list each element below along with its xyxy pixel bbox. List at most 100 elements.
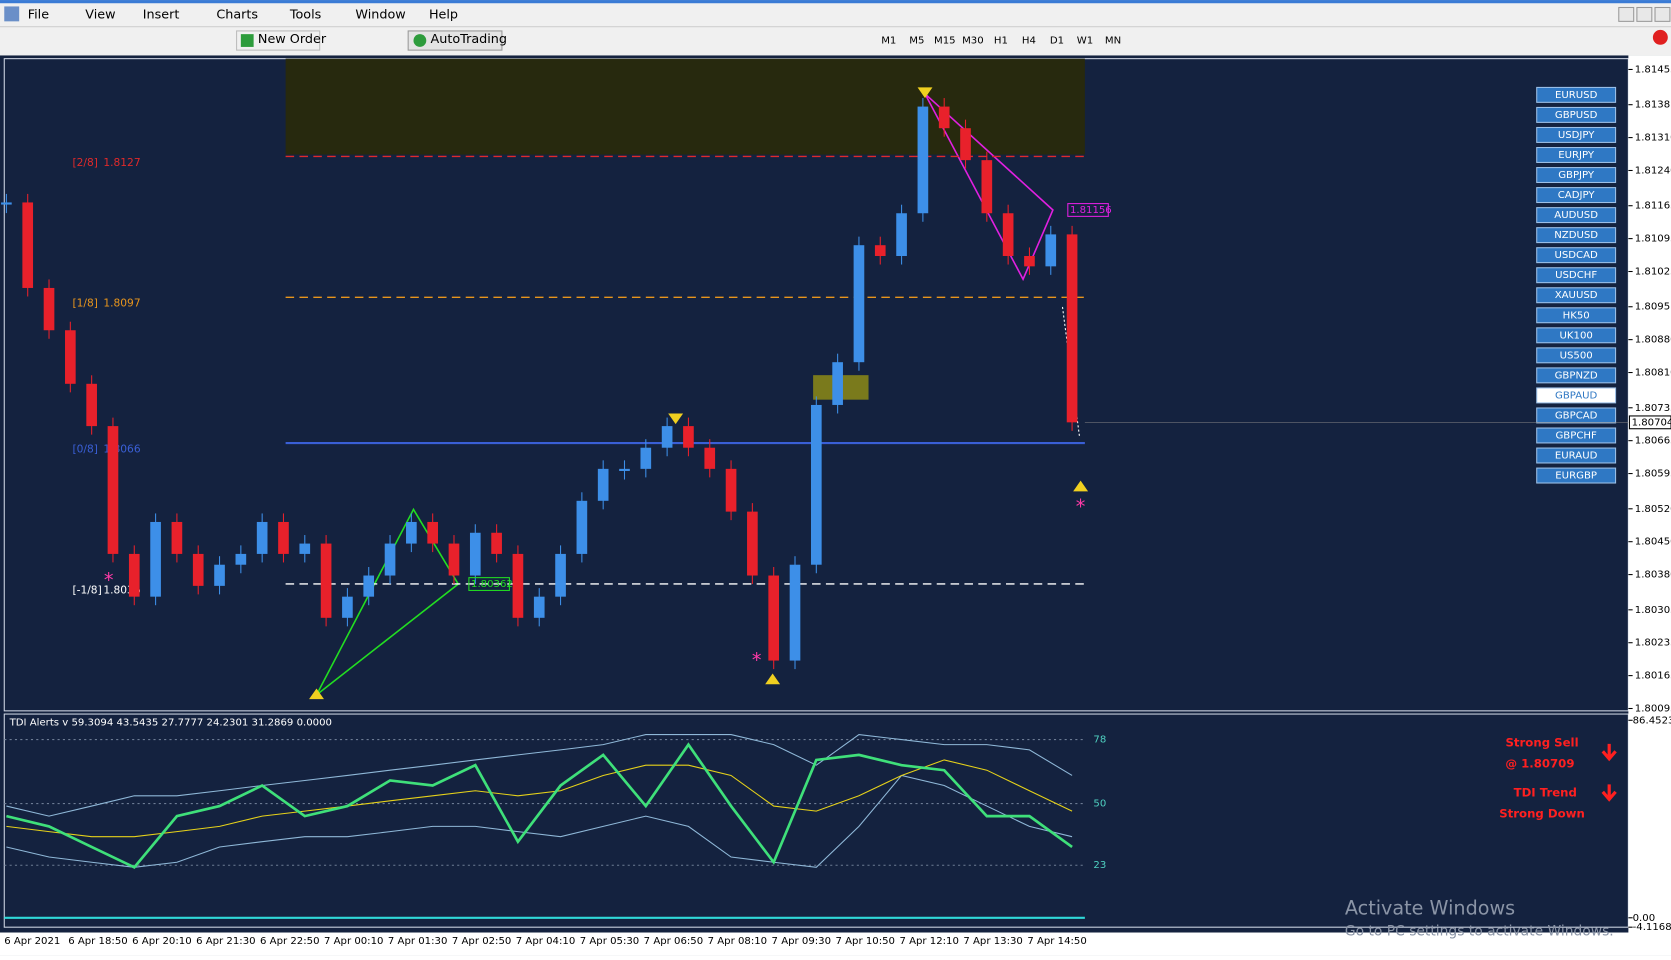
symbol-button[interactable] xyxy=(1536,106,1617,123)
chart-layer: EURUSD GBPUSD USDJPY EURJPY GBPJPY CADJPY AUDU… xyxy=(1,64,1671,947)
timeframe-button[interactable]: MN xyxy=(1105,36,1121,47)
autotrading-button[interactable] xyxy=(407,30,503,51)
candle xyxy=(853,245,865,363)
candle xyxy=(683,426,694,448)
candle xyxy=(320,543,332,618)
timeframe-button[interactable]: H1 xyxy=(994,36,1008,47)
level-name: [-1/8] xyxy=(72,583,101,596)
new-order-button[interactable] xyxy=(236,30,321,51)
indicator-pane xyxy=(3,713,1629,928)
symbol-label: USDCAD xyxy=(1554,250,1598,261)
zone xyxy=(285,58,1085,155)
indicator-line xyxy=(6,742,1073,869)
candle xyxy=(491,532,502,554)
menu-item[interactable]: Charts xyxy=(216,7,258,22)
symbol-label: UK100 xyxy=(1559,330,1592,341)
star: * xyxy=(1076,495,1086,518)
new-order-label: New Order xyxy=(258,32,327,47)
symbol-button[interactable] xyxy=(1536,167,1617,184)
price-label: 1.8095 xyxy=(1635,302,1670,313)
watermark-text: Go to PC settings to activate Windows. xyxy=(1345,923,1614,939)
menu-item[interactable]: File xyxy=(28,7,50,22)
price-label: 1.81025 xyxy=(1635,267,1671,278)
candle xyxy=(107,426,119,554)
symbol-button[interactable] xyxy=(1536,146,1617,163)
menu-item[interactable]: View xyxy=(85,7,115,22)
symbol-button[interactable] xyxy=(1536,467,1617,484)
indicator-line xyxy=(6,774,1073,868)
menu-item[interactable]: Insert xyxy=(143,7,180,22)
pattern xyxy=(315,507,460,696)
time-label: 7 Apr 10:50 xyxy=(836,936,895,947)
symbol-label: AUDUSD xyxy=(1554,210,1598,221)
time-label: 6 Apr 20:10 xyxy=(132,936,191,947)
candle xyxy=(384,543,396,576)
candle xyxy=(960,128,971,161)
candle xyxy=(256,521,268,554)
symbol-button[interactable] xyxy=(1536,187,1617,204)
symbol-button[interactable] xyxy=(1536,227,1617,244)
candle xyxy=(768,575,780,661)
current-price: 1.80704 xyxy=(1632,417,1671,428)
trend-value: Strong Down xyxy=(1499,807,1585,821)
symbol-button[interactable] xyxy=(1536,307,1617,324)
restore[interactable] xyxy=(1636,6,1653,22)
level-label: 78 xyxy=(1093,735,1106,746)
timeframe-button[interactable]: W1 xyxy=(1077,36,1093,47)
symbol-label: GBPCHF xyxy=(1555,430,1597,441)
symbol-button[interactable] xyxy=(1536,287,1617,304)
timeframe-button[interactable]: M5 xyxy=(909,36,924,47)
level-name: [2/8] xyxy=(72,156,97,169)
symbol-button[interactable] xyxy=(1536,86,1617,103)
timeframe-button[interactable]: M30 xyxy=(962,36,984,47)
indicator-axis-label: 0.00 xyxy=(1633,913,1656,924)
symbol-button[interactable] xyxy=(1536,267,1617,284)
arrow xyxy=(917,87,933,99)
candle xyxy=(981,160,993,214)
timeframe-button[interactable]: D1 xyxy=(1050,36,1064,47)
alert-signal: Strong Sell xyxy=(1505,735,1578,749)
symbol-button[interactable] xyxy=(1536,126,1617,143)
icon xyxy=(240,34,254,47)
notification[interactable] xyxy=(1652,29,1668,45)
timeframe-button[interactable]: H4 xyxy=(1022,36,1036,47)
close[interactable] xyxy=(1654,6,1671,22)
symbol-button[interactable] xyxy=(1536,387,1617,404)
menu-item[interactable]: Window xyxy=(355,7,405,22)
symbol-button[interactable] xyxy=(1536,367,1617,384)
candle xyxy=(150,521,161,597)
symbol-button[interactable] xyxy=(1536,247,1617,264)
menu-item[interactable]: Tools xyxy=(289,7,322,22)
symbol-button[interactable] xyxy=(1536,207,1617,224)
symbol-label: GBPNZD xyxy=(1555,370,1598,381)
candle xyxy=(874,245,886,257)
candle xyxy=(22,202,34,288)
autotrading-label: AutoTrading xyxy=(431,32,507,47)
timeframe-button[interactable]: M15 xyxy=(934,36,956,47)
price-label: 1.81165 xyxy=(1635,201,1671,212)
minimize[interactable] xyxy=(1618,6,1635,22)
candle xyxy=(1045,234,1057,267)
price-label: 1.80665 xyxy=(1635,436,1671,447)
symbol-label: HK50 xyxy=(1563,310,1590,321)
candle xyxy=(917,106,929,214)
symbol-button[interactable] xyxy=(1536,427,1617,444)
candle xyxy=(235,553,247,565)
candle xyxy=(938,106,950,129)
candle xyxy=(555,553,566,597)
price-label: 1.81455 xyxy=(1635,64,1671,75)
arrows: * * * xyxy=(104,87,1089,700)
symbol-button[interactable] xyxy=(1536,407,1617,424)
symbol-button[interactable] xyxy=(1536,347,1617,364)
symbol-button[interactable] xyxy=(1536,447,1617,464)
symbol-button[interactable] xyxy=(1536,327,1617,344)
symbol-label: GBPCAD xyxy=(1555,410,1598,421)
symbol-label: GBPAUD xyxy=(1555,390,1598,401)
price-label: 1.80595 xyxy=(1635,469,1671,480)
annotation: 1.81156 xyxy=(1070,205,1112,216)
star: * xyxy=(104,568,114,591)
candle xyxy=(1024,256,1035,267)
timeframe-button[interactable]: M1 xyxy=(881,36,896,47)
menu-item[interactable]: Help xyxy=(429,7,458,22)
